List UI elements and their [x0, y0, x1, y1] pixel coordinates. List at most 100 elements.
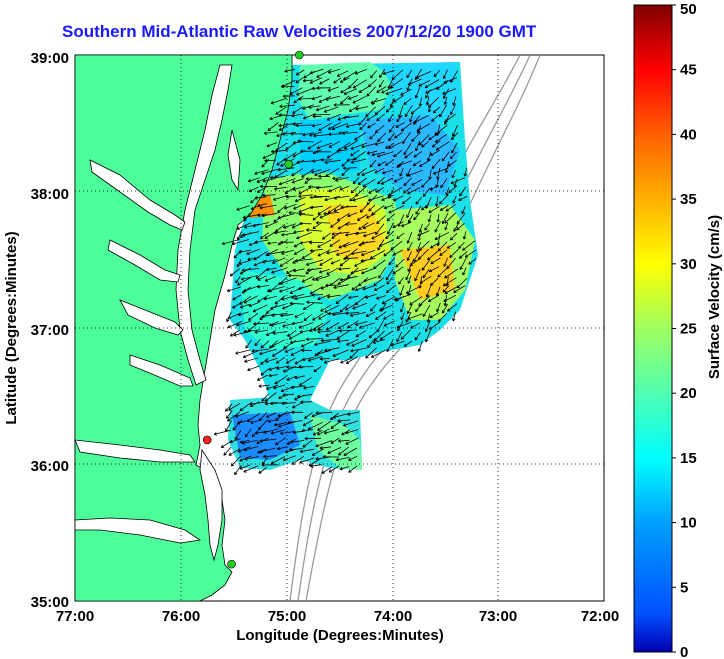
velocity-arrow: [248, 186, 259, 193]
velocity-arrow: [232, 294, 242, 301]
velocity-arrow: [368, 188, 377, 194]
velocity-arrow: [330, 221, 339, 228]
velocity-arrow: [443, 96, 448, 105]
velocity-arrow: [375, 186, 385, 193]
velocity-arrow: [236, 231, 243, 241]
velocity-arrow: [271, 312, 288, 317]
velocity-arrow: [439, 194, 449, 205]
velocity-arrow: [272, 331, 287, 335]
x-tick-label: 74:00: [374, 608, 412, 625]
velocity-arrow: [293, 268, 305, 273]
velocity-arrow: [333, 284, 349, 289]
x-tick-label: 72:00: [581, 608, 619, 625]
velocity-arrow: [348, 465, 358, 473]
velocity-arrow: [339, 275, 358, 282]
colorbar-tick-label: 45: [680, 62, 697, 79]
velocity-arrow: [428, 169, 432, 180]
colorbar-tick-label: 50: [680, 1, 697, 18]
velocity-arrow: [317, 239, 332, 248]
velocity-arrow: [462, 267, 467, 276]
velocity-arrow: [352, 302, 368, 310]
velocity-arrow: [355, 330, 366, 338]
velocity-arrow: [286, 375, 297, 381]
velocity-arrow: [262, 178, 276, 183]
velocity-arrow: [398, 277, 404, 285]
velocity-arrow: [383, 204, 393, 210]
velocity-arrow: [267, 241, 277, 245]
velocity-arrow: [288, 331, 304, 340]
velocity-arrow: [355, 106, 369, 111]
velocity-arrow: [309, 131, 322, 137]
velocity-arrow: [385, 88, 403, 95]
velocity-arrow: [407, 170, 423, 177]
velocity-arrow: [316, 349, 332, 356]
velocity-arrow: [278, 421, 296, 428]
velocity-arrow: [403, 340, 413, 347]
velocity-arrow: [435, 286, 441, 297]
velocity-arrow: [422, 304, 431, 318]
velocity-arrow: [228, 448, 241, 456]
velocity-arrow: [252, 222, 269, 228]
velocity-arrow: [429, 312, 439, 319]
velocity-arrow: [450, 177, 465, 185]
velocity-arrow: [213, 429, 231, 436]
velocity-arrow: [407, 275, 412, 284]
velocity-arrow: [300, 340, 314, 348]
velocity-arrow: [428, 266, 440, 273]
velocity-arrow: [259, 204, 277, 210]
velocity-arrow: [309, 248, 323, 253]
velocity-arrow: [370, 98, 387, 104]
velocity-arrow: [300, 149, 314, 154]
velocity-arrow: [261, 212, 278, 218]
velocity-arrow: [437, 313, 447, 322]
y-tick-label: 35:00: [31, 594, 69, 611]
velocity-arrow: [282, 393, 295, 397]
velocity-arrow: [317, 249, 331, 257]
velocity-arrow: [235, 349, 251, 355]
velocity-arrow: [258, 467, 267, 474]
velocity-arrow: [428, 131, 441, 141]
velocity-arrow: [239, 267, 252, 275]
velocity-arrow: [284, 68, 296, 73]
velocity-arrow: [312, 429, 323, 436]
velocity-arrow: [407, 187, 421, 195]
velocity-arrow: [430, 257, 441, 265]
velocity-arrow: [386, 213, 395, 222]
velocity-arrow: [276, 132, 288, 137]
velocity-arrow: [341, 168, 350, 176]
velocity-arrow: [441, 303, 449, 314]
velocity-arrow: [412, 160, 422, 167]
velocity-arrow: [242, 350, 259, 359]
velocity-arrow: [237, 446, 251, 453]
velocity-arrow: [343, 447, 358, 456]
velocity-arrow: [396, 232, 405, 239]
colorbar: [633, 4, 673, 653]
velocity-arrow: [327, 68, 340, 74]
velocity-arrow: [318, 122, 332, 132]
velocity-arrow: [276, 158, 286, 166]
velocity-arrow: [320, 338, 339, 343]
velocity-arrow: [229, 438, 241, 444]
velocity-arrow: [246, 248, 261, 255]
velocity-arrow: [415, 141, 421, 152]
velocity-arrow: [354, 286, 367, 292]
velocity-arrow: [282, 303, 296, 310]
velocity-arrow: [348, 295, 359, 300]
velocity-arrow: [239, 303, 250, 309]
velocity-arrow: [330, 437, 340, 444]
velocity-arrow: [368, 204, 376, 212]
velocity-arrow: [252, 304, 268, 313]
velocity-arrow: [426, 313, 431, 323]
velocity-arrow: [291, 113, 304, 118]
velocity-arrow: [351, 338, 367, 347]
velocity-arrow: [237, 277, 252, 286]
velocity-arrow: [416, 242, 422, 253]
velocity-arrow: [444, 286, 458, 294]
velocity-arrow: [308, 105, 321, 109]
velocity-arrow: [388, 132, 395, 142]
velocity-arrow: [228, 403, 241, 411]
velocity-arrow: [323, 211, 339, 216]
velocity-arrow: [337, 322, 349, 330]
velocity-arrow: [314, 349, 324, 357]
velocity-arrow: [379, 304, 394, 312]
